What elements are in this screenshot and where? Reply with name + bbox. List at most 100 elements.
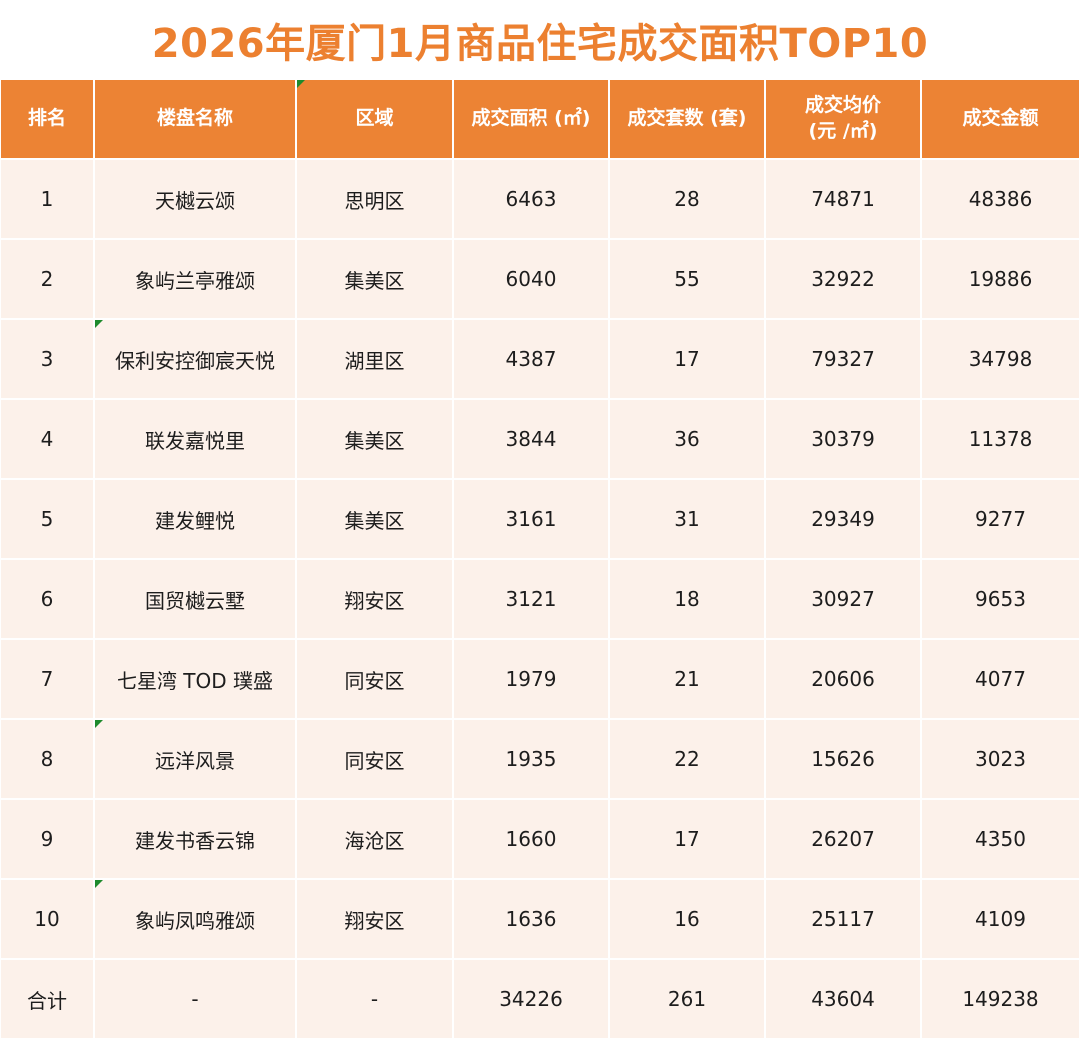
comment-flag-icon xyxy=(95,720,103,728)
cell-rank: 5 xyxy=(1,480,93,558)
cell-area: 6463 xyxy=(454,160,608,238)
cell-area: 4387 xyxy=(454,320,608,398)
cell-name: 天樾云颂 xyxy=(95,160,295,238)
cell-rank: 7 xyxy=(1,640,93,718)
cell-units: 16 xyxy=(610,880,764,958)
cell-region: 海沧区 xyxy=(297,800,452,878)
cell-avg-price: 26207 xyxy=(766,800,920,878)
cell-amount: 48386 xyxy=(922,160,1079,238)
cell-avg-price: 74871 xyxy=(766,160,920,238)
table-row: 5 建发鲤悦 集美区 3161 31 29349 9277 xyxy=(1,480,1079,558)
cell-units: 18 xyxy=(610,560,764,638)
header-rank: 排名 xyxy=(1,80,93,158)
cell-avg-price: 79327 xyxy=(766,320,920,398)
cell-area: 1660 xyxy=(454,800,608,878)
table-row: 7 七星湾 TOD 璞盛 同安区 1979 21 20606 4077 xyxy=(1,640,1079,718)
header-row: 排名 楼盘名称 区域 成交面积 (㎡) 成交套数 (套) 成交均价 (元 /㎡) … xyxy=(1,80,1079,158)
cell-rank: 4 xyxy=(1,400,93,478)
cell-amount: 9277 xyxy=(922,480,1079,558)
header-name: 楼盘名称 xyxy=(95,80,295,158)
ranking-table: 排名 楼盘名称 区域 成交面积 (㎡) 成交套数 (套) 成交均价 (元 /㎡) … xyxy=(0,78,1080,1040)
comment-flag-icon xyxy=(297,80,305,88)
cell-rank: 2 xyxy=(1,240,93,318)
cell-name-text: 保利安控御宸天悦 xyxy=(115,348,275,373)
comment-flag-icon xyxy=(95,880,103,888)
cell-avg-price: 29349 xyxy=(766,480,920,558)
table-row: 2 象屿兰亭雅颂 集美区 6040 55 32922 19886 xyxy=(1,240,1079,318)
comment-flag-icon xyxy=(95,320,103,328)
cell-region: 思明区 xyxy=(297,160,452,238)
cell-name-text: 远洋风景 xyxy=(155,748,235,773)
cell-amount: 9653 xyxy=(922,560,1079,638)
cell-area: 3844 xyxy=(454,400,608,478)
cell-area: 1636 xyxy=(454,880,608,958)
cell-name: 建发书香云锦 xyxy=(95,800,295,878)
table-row: 8 远洋风景 同安区 1935 22 15626 3023 xyxy=(1,720,1079,798)
table-row: 3 保利安控御宸天悦 湖里区 4387 17 79327 34798 xyxy=(1,320,1079,398)
cell-rank: 9 xyxy=(1,800,93,878)
cell-area: 6040 xyxy=(454,240,608,318)
cell-name: 象屿凤鸣雅颂 xyxy=(95,880,295,958)
cell-region: 翔安区 xyxy=(297,880,452,958)
cell-region: 湖里区 xyxy=(297,320,452,398)
cell-region: 集美区 xyxy=(297,240,452,318)
header-avg-price-label: 成交均价 xyxy=(804,94,881,117)
header-region-label: 区域 xyxy=(355,107,394,130)
table-row: 10 象屿凤鸣雅颂 翔安区 1636 16 25117 4109 xyxy=(1,880,1079,958)
total-units: 261 xyxy=(610,960,764,1038)
total-area: 34226 xyxy=(454,960,608,1038)
cell-name: 保利安控御宸天悦 xyxy=(95,320,295,398)
cell-amount: 4077 xyxy=(922,640,1079,718)
cell-amount: 34798 xyxy=(922,320,1079,398)
cell-name: 联发嘉悦里 xyxy=(95,400,295,478)
cell-name: 七星湾 TOD 璞盛 xyxy=(95,640,295,718)
total-region: - xyxy=(297,960,452,1038)
total-row: 合计 - - 34226 261 43604 149238 xyxy=(1,960,1079,1038)
cell-units: 36 xyxy=(610,400,764,478)
cell-rank: 8 xyxy=(1,720,93,798)
cell-amount: 3023 xyxy=(922,720,1079,798)
total-label: 合计 xyxy=(1,960,93,1038)
cell-area: 1979 xyxy=(454,640,608,718)
cell-units: 17 xyxy=(610,320,764,398)
cell-name-text: 象屿凤鸣雅颂 xyxy=(135,908,255,933)
total-avg-price: 43604 xyxy=(766,960,920,1038)
total-name: - xyxy=(95,960,295,1038)
cell-units: 21 xyxy=(610,640,764,718)
cell-region: 集美区 xyxy=(297,480,452,558)
cell-rank: 10 xyxy=(1,880,93,958)
table-row: 9 建发书香云锦 海沧区 1660 17 26207 4350 xyxy=(1,800,1079,878)
cell-rank: 1 xyxy=(1,160,93,238)
cell-units: 55 xyxy=(610,240,764,318)
header-region: 区域 xyxy=(297,80,452,158)
cell-name: 象屿兰亭雅颂 xyxy=(95,240,295,318)
cell-area: 1935 xyxy=(454,720,608,798)
cell-region: 集美区 xyxy=(297,400,452,478)
cell-region: 同安区 xyxy=(297,640,452,718)
cell-amount: 4350 xyxy=(922,800,1079,878)
cell-avg-price: 15626 xyxy=(766,720,920,798)
cell-amount: 4109 xyxy=(922,880,1079,958)
cell-units: 17 xyxy=(610,800,764,878)
cell-amount: 19886 xyxy=(922,240,1079,318)
cell-avg-price: 32922 xyxy=(766,240,920,318)
header-avg-price: 成交均价 (元 /㎡) xyxy=(766,80,920,158)
cell-area: 3161 xyxy=(454,480,608,558)
header-avg-price-unit: (元 /㎡) xyxy=(808,120,878,142)
header-amount: 成交金额 xyxy=(922,80,1079,158)
cell-name: 建发鲤悦 xyxy=(95,480,295,558)
table-row: 6 国贸樾云墅 翔安区 3121 18 30927 9653 xyxy=(1,560,1079,638)
cell-avg-price: 20606 xyxy=(766,640,920,718)
cell-region: 翔安区 xyxy=(297,560,452,638)
cell-units: 28 xyxy=(610,160,764,238)
table-row: 1 天樾云颂 思明区 6463 28 74871 48386 xyxy=(1,160,1079,238)
page-title: 2026年厦门1月商品住宅成交面积TOP10 xyxy=(151,21,929,67)
header-units: 成交套数 (套) xyxy=(610,80,764,158)
cell-units: 31 xyxy=(610,480,764,558)
table-row: 4 联发嘉悦里 集美区 3844 36 30379 11378 xyxy=(1,400,1079,478)
cell-name: 国贸樾云墅 xyxy=(95,560,295,638)
cell-region: 同安区 xyxy=(297,720,452,798)
cell-area: 3121 xyxy=(454,560,608,638)
cell-avg-price: 30927 xyxy=(766,560,920,638)
